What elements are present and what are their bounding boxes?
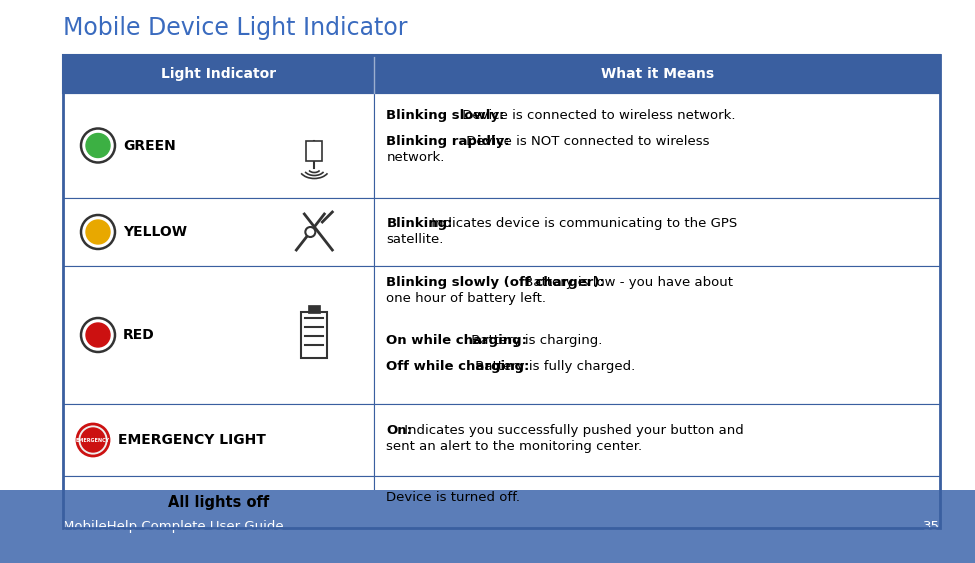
Circle shape bbox=[81, 215, 115, 249]
FancyBboxPatch shape bbox=[63, 198, 374, 266]
Text: YELLOW: YELLOW bbox=[123, 225, 187, 239]
FancyBboxPatch shape bbox=[374, 266, 940, 404]
Text: sent an alert to the monitoring center.: sent an alert to the monitoring center. bbox=[386, 440, 643, 453]
Text: Device is NOT connected to wireless: Device is NOT connected to wireless bbox=[462, 135, 710, 148]
FancyBboxPatch shape bbox=[306, 141, 323, 160]
Circle shape bbox=[305, 227, 315, 237]
Text: Blinking rapidly:: Blinking rapidly: bbox=[386, 135, 510, 148]
Text: Off while charging:: Off while charging: bbox=[386, 360, 529, 373]
FancyBboxPatch shape bbox=[301, 312, 328, 358]
Text: EMERGENCY LIGHT: EMERGENCY LIGHT bbox=[118, 433, 266, 447]
Text: GREEN: GREEN bbox=[123, 138, 176, 153]
Text: Blinking slowly:: Blinking slowly: bbox=[386, 109, 505, 122]
Text: Blinking slowly (off charger):: Blinking slowly (off charger): bbox=[386, 276, 605, 289]
Circle shape bbox=[81, 428, 105, 452]
Text: On while charging:: On while charging: bbox=[386, 334, 527, 347]
Text: EMERGENCY: EMERGENCY bbox=[76, 437, 110, 443]
FancyBboxPatch shape bbox=[374, 404, 940, 476]
FancyBboxPatch shape bbox=[63, 266, 374, 404]
Text: MobileHelp Complete User Guide: MobileHelp Complete User Guide bbox=[63, 520, 284, 533]
Text: What it Means: What it Means bbox=[601, 67, 714, 81]
Text: Device is connected to wireless network.: Device is connected to wireless network. bbox=[457, 109, 735, 122]
FancyBboxPatch shape bbox=[374, 93, 940, 198]
Text: Battery is low - you have about: Battery is low - you have about bbox=[521, 276, 733, 289]
Text: satellite.: satellite. bbox=[386, 233, 444, 246]
Text: RED: RED bbox=[123, 328, 155, 342]
Circle shape bbox=[86, 323, 110, 347]
FancyBboxPatch shape bbox=[63, 476, 374, 528]
FancyBboxPatch shape bbox=[63, 404, 374, 476]
Text: On:: On: bbox=[386, 424, 412, 437]
Circle shape bbox=[77, 424, 109, 456]
Text: Light Indicator: Light Indicator bbox=[161, 67, 276, 81]
Text: Device is turned off.: Device is turned off. bbox=[386, 490, 521, 503]
FancyBboxPatch shape bbox=[63, 55, 940, 93]
Text: network.: network. bbox=[386, 151, 445, 164]
Circle shape bbox=[81, 128, 115, 163]
Text: Battery is fully charged.: Battery is fully charged. bbox=[471, 360, 636, 373]
Text: Indicates device is communicating to the GPS: Indicates device is communicating to the… bbox=[426, 217, 737, 230]
Text: Mobile Device Light Indicator: Mobile Device Light Indicator bbox=[63, 16, 408, 40]
Text: Indicates you successfully pushed your button and: Indicates you successfully pushed your b… bbox=[400, 424, 744, 437]
FancyBboxPatch shape bbox=[63, 93, 374, 198]
Text: 35: 35 bbox=[923, 520, 940, 533]
Text: one hour of battery left.: one hour of battery left. bbox=[386, 292, 546, 305]
Text: All lights off: All lights off bbox=[168, 494, 269, 510]
FancyBboxPatch shape bbox=[374, 476, 940, 528]
FancyBboxPatch shape bbox=[374, 198, 940, 266]
Circle shape bbox=[81, 318, 115, 352]
Text: Battery is charging.: Battery is charging. bbox=[467, 334, 602, 347]
Text: Blinking:: Blinking: bbox=[386, 217, 452, 230]
FancyBboxPatch shape bbox=[308, 305, 321, 313]
Circle shape bbox=[86, 220, 110, 244]
Circle shape bbox=[86, 133, 110, 158]
FancyBboxPatch shape bbox=[0, 490, 975, 563]
